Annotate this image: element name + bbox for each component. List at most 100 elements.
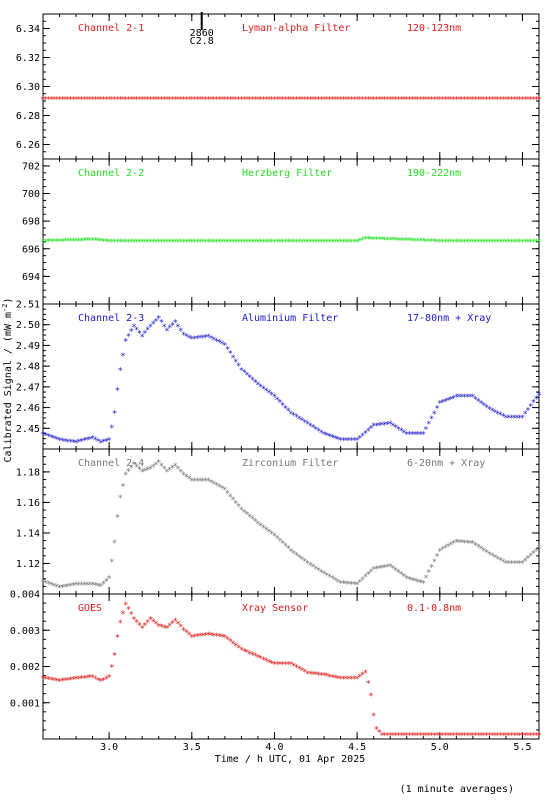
data-point: * [54,677,59,687]
data-point: * [302,557,307,567]
data-point: * [206,238,211,248]
data-point: * [335,238,340,248]
data-point: * [84,581,89,591]
data-point: * [98,582,103,592]
data-point: * [54,436,59,446]
data-point: * [145,618,150,628]
y-tick-label: 694 [22,272,40,283]
data-point: * [241,508,246,518]
marks-layer: * * * * * * * * * * * * * * * * * * * * * * * * * * * * * * * * * * * * * * * *… [40,96,541,742]
data-point: * [291,96,296,106]
data-point: * [68,676,73,686]
data-point: * [87,237,92,247]
data-point: * [330,673,335,683]
data-point: * [263,96,268,106]
data-point: * [142,96,147,106]
data-point: * [203,631,208,641]
data-point: * [462,393,467,403]
data-point: * [407,96,412,106]
data-point: * [421,431,426,441]
data-point: * [478,238,483,248]
data-point: * [357,434,362,444]
panel-1: 6.26 6.28 6.30 6.32 6.34 Channel 2-1 Lyman-alp… [16,13,540,160]
data-point: * [500,238,505,248]
data-point: * [467,393,472,403]
data-point: * [299,238,304,248]
data-point: * [288,547,293,557]
data-point: * [418,237,423,247]
data-point: * [104,437,109,447]
data-point: * [404,431,409,441]
y-tick-label: 0.004 [10,590,40,601]
data-point: * [79,96,84,106]
data-point: * [106,238,111,248]
data-point: * [371,235,376,245]
data-point: * [208,335,213,345]
data-point: * [46,96,51,106]
data-point: * [40,578,45,588]
data-point: * [368,425,373,435]
data-point: * [349,437,354,447]
data-point: * [456,538,461,548]
data-point: * [297,96,302,106]
data-point: * [269,96,274,106]
data-point: * [95,237,100,247]
data-point: * [214,238,219,248]
data-point: * [255,520,260,530]
data-point: * [181,96,186,106]
data-point: * [448,541,453,551]
data-point: * [313,96,318,106]
data-point: * [68,237,73,247]
x-tick-label: 5.5 [513,742,531,753]
data-point: * [520,414,525,424]
data-point: * [531,399,536,409]
data-point: * [286,545,291,555]
data-point: * [451,394,456,404]
data-point: * [445,543,450,553]
data-point: * [520,731,525,741]
data-point: * [335,578,340,588]
data-point: * [275,396,280,406]
data-point: * [65,96,70,106]
y-tick-label: 2.46 [16,403,40,414]
data-point: * [159,462,164,472]
data-point: * [186,475,191,485]
data-point: * [178,468,183,478]
data-point: * [338,675,343,685]
data-point: * [233,238,238,248]
data-point: * [175,96,180,106]
data-point: * [258,96,263,106]
data-point: * [415,578,420,588]
data-point: * [484,238,489,248]
data-point: * [208,238,213,248]
data-point: * [115,514,120,524]
data-point: * [219,96,224,106]
data-point: * [310,424,315,434]
data-point: * [360,432,365,442]
data-point: * [481,731,486,741]
data-point: * [71,438,76,448]
data-point: * [82,437,87,447]
data-point: * [343,238,348,248]
data-point: * [299,96,304,106]
data-point: * [338,437,343,447]
data-point: * [76,581,81,591]
data-point: * [492,96,497,106]
data-point: * [73,439,78,449]
data-point: * [338,579,343,589]
data-point: * [206,477,211,487]
data-point: * [498,731,503,741]
data-point: * [495,96,500,106]
data-point: * [454,393,459,403]
data-point: * [200,632,205,642]
data-point: * [170,464,175,474]
data-point: * [335,96,340,106]
data-point: * [349,96,354,106]
data-point: * [437,96,442,106]
data-point: * [523,238,528,248]
data-point: * [467,539,472,549]
data-point: * [283,404,288,414]
y-tick-label: 0.002 [10,662,40,673]
data-point: * [192,633,197,643]
